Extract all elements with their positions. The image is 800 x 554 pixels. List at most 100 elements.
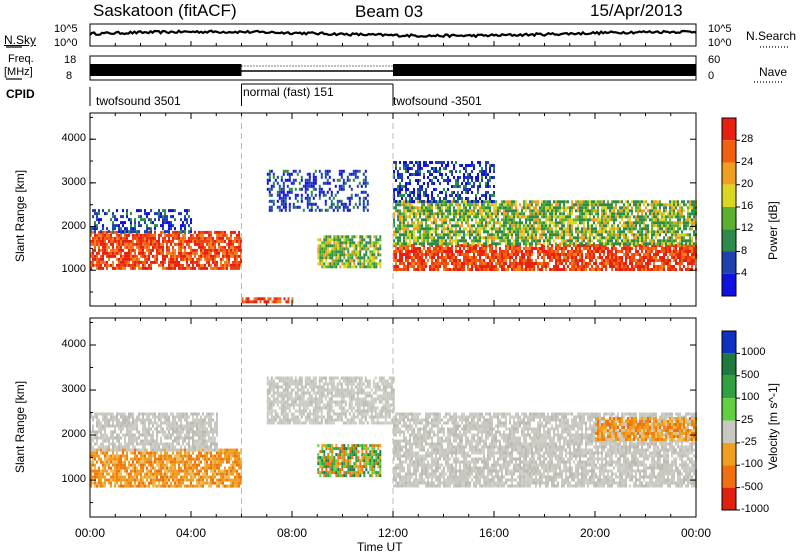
power-heatmap-cell [537, 224, 539, 228]
power-heatmap-cell [413, 173, 415, 176]
power-heatmap-cell [403, 161, 405, 164]
power-heatmap-cell [437, 206, 439, 210]
power-heatmap-cell [619, 262, 621, 265]
power-heatmap-cell [489, 212, 491, 216]
power-heatmap-cell [475, 206, 477, 210]
power-heatmap-cell [184, 215, 186, 219]
power-heatmap-cell [547, 262, 549, 265]
power-heatmap-cell [433, 242, 435, 246]
power-heatmap-cell [445, 221, 447, 225]
power-heatmap-cell [102, 245, 104, 249]
power-heatmap-cell [567, 253, 569, 256]
power-heatmap-cell [230, 233, 232, 237]
power-heatmap-cell [503, 224, 505, 228]
power-heatmap-cell [325, 247, 328, 251]
power-heatmap-cell [339, 241, 342, 245]
power-heatmap-cell [240, 260, 242, 264]
power-heatmap-cell [631, 227, 633, 231]
power-heatmap-cell [457, 262, 459, 265]
power-heatmap-cell [449, 200, 451, 203]
power-heatmap-cell [579, 209, 581, 213]
power-heatmap-cell [413, 256, 415, 259]
power-heatmap-cell [350, 187, 353, 191]
power-heatmap-cell [527, 224, 529, 228]
power-heatmap-cell [451, 256, 453, 259]
power-heatmap-cell [296, 199, 299, 203]
power-heatmap-cell [621, 259, 623, 262]
power-heatmap-cell [645, 227, 647, 231]
power-heatmap-cell [435, 218, 437, 222]
power-heatmap-cell [537, 268, 539, 271]
power-heatmap-cell [421, 218, 423, 222]
power-heatmap-cell [443, 179, 445, 182]
power-heatmap-cell [323, 241, 326, 245]
power-heatmap-cell [282, 202, 285, 206]
power-heatmap-cell [663, 259, 665, 262]
power-heatmap-cell [325, 244, 328, 248]
power-heatmap-cell [647, 265, 649, 268]
power-heatmap-cell [589, 247, 591, 250]
power-heatmap-cell [102, 233, 104, 237]
power-heatmap-cell [469, 215, 471, 219]
power-heatmap-cell [128, 254, 130, 258]
power-heatmap-cell [280, 178, 283, 182]
power-heatmap-cell [280, 187, 283, 191]
power-heatmap-cell [421, 185, 423, 188]
power-heatmap-cell [639, 200, 641, 204]
power-heatmap-cell [611, 265, 613, 268]
power-heatmap-cell [300, 178, 303, 182]
power-heatmap-cell [210, 254, 212, 258]
power-heatmap-cell [525, 253, 527, 256]
power-heatmap-cell [473, 250, 475, 253]
power-heatmap-cell [449, 233, 451, 237]
power-heatmap-cell [575, 215, 577, 219]
power-heatmap-cell [665, 209, 667, 213]
power-heatmap-cell [365, 253, 368, 257]
power-heatmap-cell [509, 206, 511, 210]
power-heatmap-cell [485, 173, 487, 176]
power-heatmap-cell [625, 233, 627, 237]
power-heatmap-cell [148, 251, 150, 255]
power-heatmap-cell [447, 268, 449, 271]
power-heatmap-cell [364, 181, 367, 185]
power-heatmap-cell [475, 265, 477, 268]
power-heatmap-cell [413, 239, 415, 243]
power-heatmap-cell [431, 242, 433, 246]
power-heatmap-cell [589, 250, 591, 253]
power-heatmap-cell [657, 265, 659, 268]
power-heatmap-cell [525, 203, 527, 207]
power-heatmap-cell [591, 256, 593, 259]
power-heatmap-cell [399, 227, 401, 231]
power-heatmap-cell [615, 259, 617, 262]
power-heatmap-cell [605, 256, 607, 259]
power-heatmap-cell [286, 178, 289, 182]
power-heatmap-cell [521, 268, 523, 271]
power-heatmap-cell [617, 259, 619, 262]
power-heatmap-cell [655, 221, 657, 225]
power-heatmap-cell [419, 221, 421, 225]
power-heatmap-cell [685, 218, 687, 222]
power-heatmap-cell [509, 233, 511, 237]
power-heatmap-cell [455, 233, 457, 237]
power-heatmap-cell [142, 263, 144, 267]
power-heatmap-cell [142, 242, 144, 246]
power-heatmap-cell [585, 209, 587, 213]
power-heatmap-cell [122, 257, 124, 261]
power-heatmap-cell [168, 248, 170, 252]
power-heatmap-cell [367, 262, 370, 266]
power-heatmap-cell [477, 209, 479, 213]
power-heatmap-cell [435, 224, 437, 228]
power-heatmap-cell [222, 254, 224, 258]
power-heatmap-cell [581, 236, 583, 240]
power-heatmap-cell [617, 239, 619, 243]
power-heatmap-cell [531, 203, 533, 207]
power-heatmap-cell [485, 224, 487, 228]
power-heatmap-cell [202, 263, 204, 267]
power-heatmap-cell [257, 297, 260, 301]
power-heatmap-cell [469, 188, 471, 191]
power-heatmap-cell [599, 203, 601, 207]
power-heatmap-cell [116, 263, 118, 267]
power-heatmap-cell [593, 256, 595, 259]
power-heatmap-cell [493, 256, 495, 259]
power-heatmap-cell [222, 245, 224, 249]
